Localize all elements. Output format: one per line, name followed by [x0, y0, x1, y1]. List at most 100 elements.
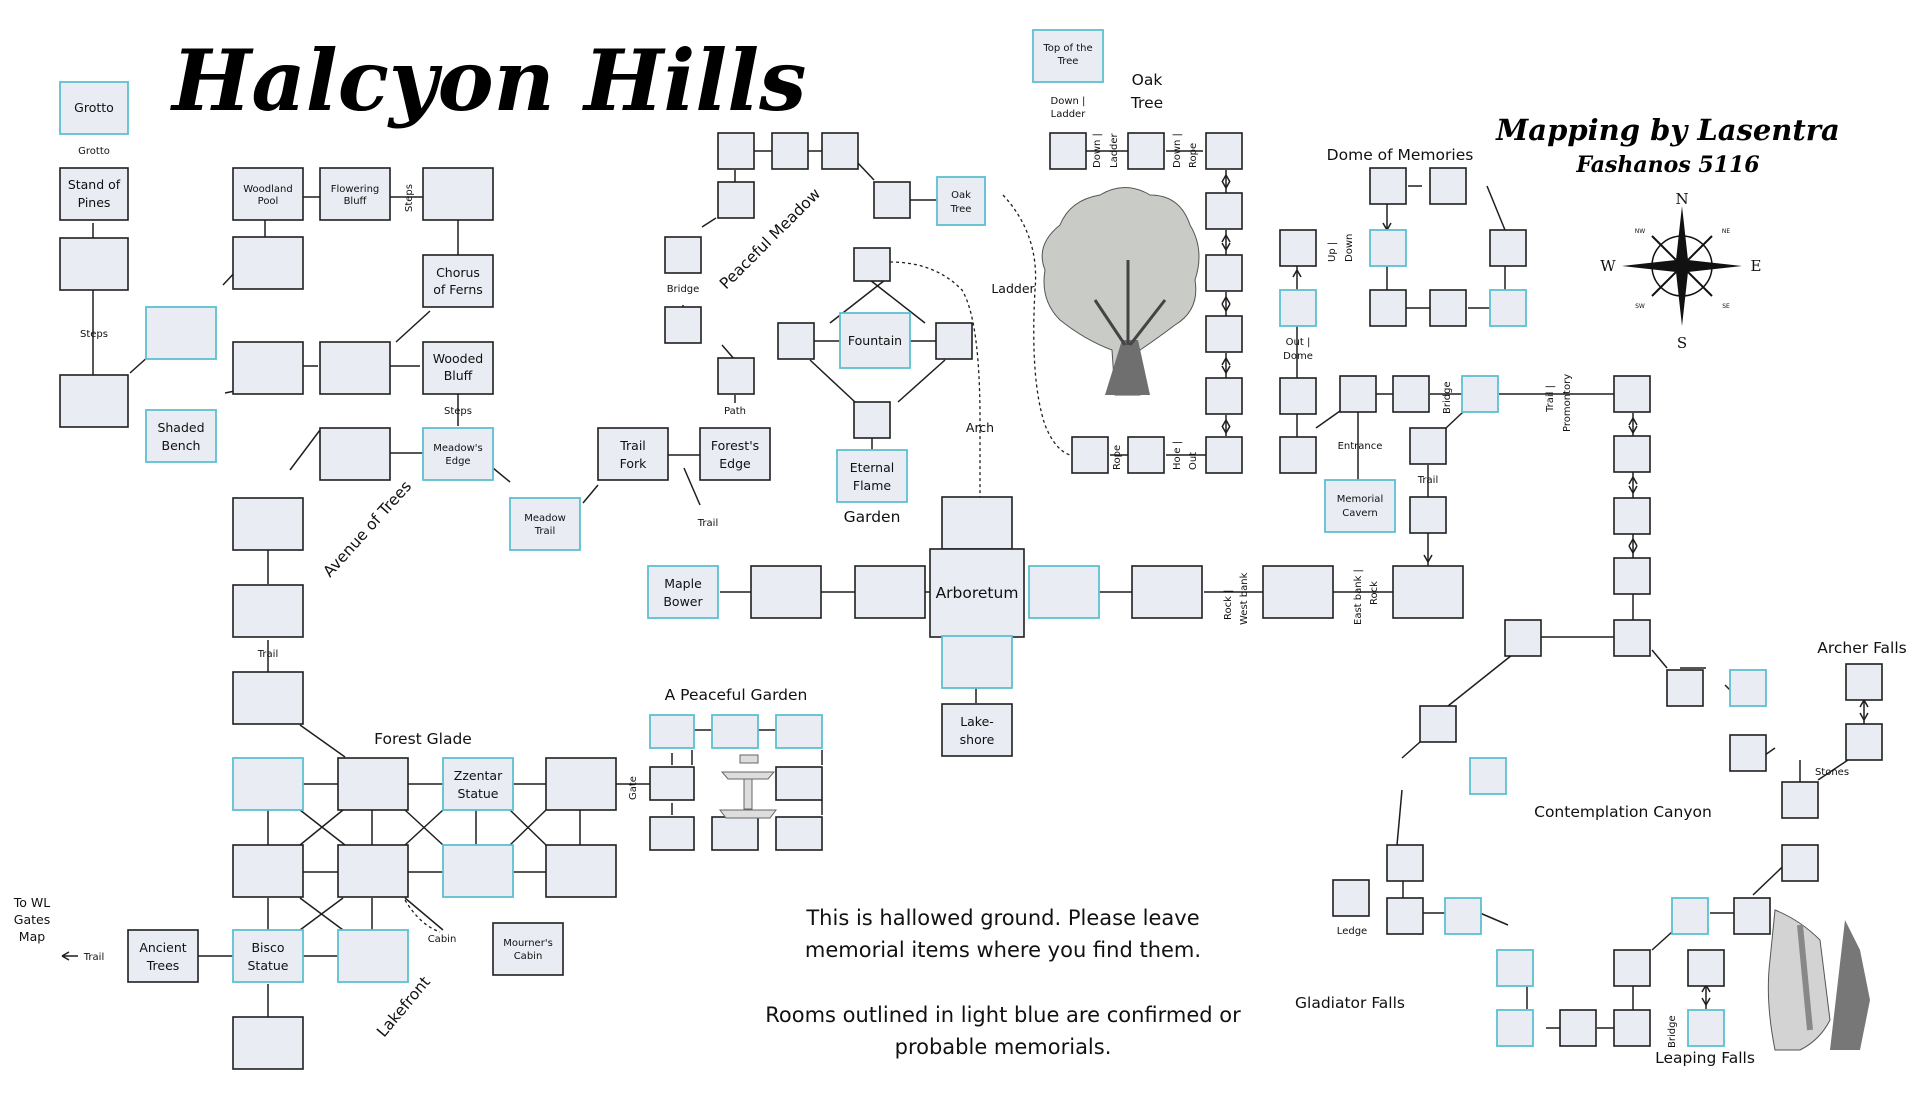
room-top-of-the-tree[interactable]	[1032, 29, 1104, 83]
room[interactable]	[1781, 844, 1819, 882]
room[interactable]	[1489, 229, 1527, 267]
room[interactable]	[1386, 897, 1424, 935]
room[interactable]	[232, 584, 304, 638]
room[interactable]	[1127, 436, 1165, 474]
room[interactable]	[853, 401, 891, 439]
room-mourners-cabin[interactable]	[492, 922, 564, 976]
room[interactable]	[1369, 289, 1407, 327]
room[interactable]	[649, 714, 695, 749]
room[interactable]	[1205, 315, 1243, 353]
room[interactable]	[337, 929, 409, 983]
room[interactable]	[717, 357, 755, 395]
room[interactable]	[1845, 723, 1883, 761]
room[interactable]	[1613, 1009, 1651, 1047]
room[interactable]	[1729, 734, 1767, 772]
room[interactable]	[1131, 565, 1203, 619]
room[interactable]	[1339, 375, 1377, 413]
room[interactable]	[1687, 949, 1725, 987]
room[interactable]	[422, 167, 494, 221]
room-stand-of-pines[interactable]	[59, 167, 129, 221]
room[interactable]	[775, 766, 823, 801]
room[interactable]	[1369, 167, 1407, 205]
room-trail-fork[interactable]	[597, 427, 669, 481]
room[interactable]	[1496, 1009, 1534, 1047]
room[interactable]	[319, 341, 391, 395]
room[interactable]	[1279, 377, 1317, 415]
room[interactable]	[1386, 844, 1424, 882]
room[interactable]	[1613, 435, 1651, 473]
room[interactable]	[1613, 375, 1651, 413]
room[interactable]	[59, 237, 129, 291]
room[interactable]	[717, 181, 755, 219]
room[interactable]	[853, 247, 891, 282]
room[interactable]	[873, 181, 911, 219]
room[interactable]	[1205, 377, 1243, 415]
room[interactable]	[545, 844, 617, 898]
room[interactable]	[711, 816, 759, 851]
room-woodland-pool[interactable]	[232, 167, 304, 221]
room-flowering-bluff[interactable]	[319, 167, 391, 221]
room-meadows-edge[interactable]	[422, 427, 494, 481]
room-fountain[interactable]	[839, 312, 911, 369]
room[interactable]	[1071, 436, 1109, 474]
room[interactable]	[1419, 705, 1457, 743]
room[interactable]	[1781, 781, 1819, 819]
room[interactable]	[1845, 663, 1883, 701]
room[interactable]	[1671, 897, 1709, 935]
room[interactable]	[232, 671, 304, 725]
room[interactable]	[717, 132, 755, 170]
room[interactable]	[649, 766, 695, 801]
room[interactable]	[777, 322, 815, 360]
room[interactable]	[775, 816, 823, 851]
room[interactable]	[771, 132, 809, 170]
room[interactable]	[1444, 897, 1482, 935]
room[interactable]	[1489, 289, 1527, 327]
room[interactable]	[649, 816, 695, 851]
room[interactable]	[1409, 496, 1447, 534]
room[interactable]	[1613, 619, 1651, 657]
room[interactable]	[319, 427, 391, 481]
room[interactable]	[337, 757, 409, 811]
room-memorial-cavern[interactable]	[1324, 479, 1396, 533]
room[interactable]	[1496, 949, 1534, 987]
room-shaded-bench[interactable]	[145, 409, 217, 463]
room[interactable]	[59, 374, 129, 428]
room[interactable]	[232, 844, 304, 898]
room-lakeshore[interactable]	[941, 703, 1013, 757]
room[interactable]	[775, 714, 823, 749]
room[interactable]	[1279, 436, 1317, 474]
room[interactable]	[442, 844, 514, 898]
room[interactable]	[821, 132, 859, 170]
room[interactable]	[711, 714, 759, 749]
room[interactable]	[1666, 669, 1704, 707]
room-forests-edge[interactable]	[699, 427, 771, 481]
room[interactable]	[1127, 132, 1165, 170]
room-ledge[interactable]	[1332, 879, 1370, 917]
room[interactable]	[1687, 1009, 1725, 1047]
room[interactable]	[1613, 497, 1651, 535]
room-eternal-flame[interactable]	[836, 449, 908, 503]
room[interactable]	[145, 306, 217, 360]
room[interactable]	[1613, 949, 1651, 987]
room[interactable]	[1504, 619, 1542, 657]
room[interactable]	[1469, 757, 1507, 795]
room[interactable]	[1205, 436, 1243, 474]
room-grotto[interactable]	[59, 81, 129, 135]
room[interactable]	[232, 497, 304, 551]
room-maple-bower[interactable]	[647, 565, 719, 619]
room[interactable]	[1028, 565, 1100, 619]
room-oak-tree[interactable]	[936, 176, 986, 226]
room[interactable]	[941, 635, 1013, 689]
room[interactable]	[1205, 192, 1243, 230]
room[interactable]	[1279, 229, 1317, 267]
room-meadow-trail[interactable]	[509, 497, 581, 551]
room[interactable]	[1461, 375, 1499, 413]
room-wooded-bluff[interactable]	[422, 341, 494, 395]
room-chorus-of-ferns[interactable]	[422, 254, 494, 308]
room[interactable]	[1613, 557, 1651, 595]
room[interactable]	[750, 565, 822, 619]
room[interactable]	[1729, 669, 1767, 707]
room[interactable]	[1205, 132, 1243, 170]
room[interactable]	[1409, 427, 1447, 465]
room[interactable]	[941, 496, 1013, 550]
